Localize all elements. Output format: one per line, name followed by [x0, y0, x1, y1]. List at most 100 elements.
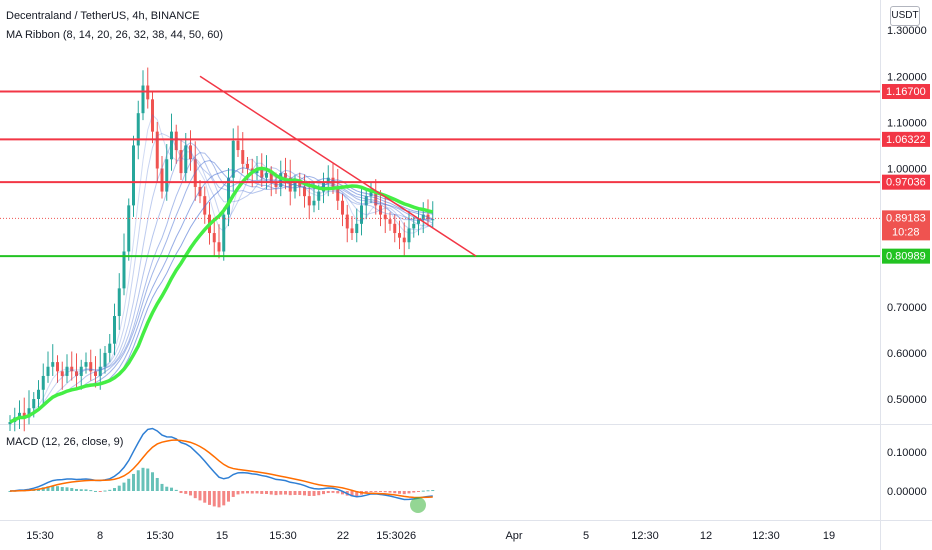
price-level-tag	[882, 210, 930, 241]
macd-bar	[46, 486, 50, 491]
price-level-tag	[882, 174, 930, 190]
macd-bar	[212, 491, 216, 507]
time-tick-label: 22	[337, 530, 349, 542]
signal-line	[9, 439, 433, 499]
currency-unit-button[interactable]: USDT	[890, 6, 920, 26]
macd-bar	[421, 490, 425, 492]
candle-body	[227, 177, 230, 215]
macd-bar	[84, 489, 88, 491]
macd-tick-label: 0.10000	[887, 447, 927, 459]
time-tick-label: 5	[583, 530, 589, 542]
chart-title: Decentraland / TetherUS, 4h, BINANCE	[6, 10, 200, 22]
price-tick-label: 1.10000	[887, 117, 927, 129]
price-level-tag	[882, 131, 930, 147]
candle-body	[79, 366, 83, 376]
candle-body	[236, 140, 240, 151]
candle-body	[98, 366, 102, 376]
macd-bar	[113, 488, 116, 491]
price-tick-label: 1.30000	[887, 25, 927, 37]
macd-bar	[260, 491, 264, 494]
crossover-marker	[410, 497, 426, 513]
macd-bar	[303, 491, 306, 496]
macd-bar	[160, 483, 164, 491]
macd-bar	[222, 491, 226, 506]
candle-body	[103, 352, 107, 367]
candle-body	[407, 228, 411, 243]
candle-body	[398, 233, 401, 238]
candle-body	[132, 145, 135, 206]
ma-ribbon-line	[9, 114, 433, 423]
macd-bar	[398, 491, 401, 494]
candle-body	[108, 343, 112, 353]
macd-bar	[146, 468, 150, 491]
macd-bar	[165, 486, 169, 491]
candle-body	[198, 186, 202, 197]
macd-legend[interactable]: MACD (12, 26, close, 9)	[6, 436, 124, 448]
candle-body	[341, 200, 344, 215]
candle-body	[22, 412, 26, 418]
price-level-label: 0.97036	[886, 177, 926, 189]
time-tick-label: 15:30	[26, 530, 54, 542]
macd-bar	[217, 491, 221, 508]
macd-bar	[317, 491, 321, 496]
candle-body	[307, 196, 311, 206]
macd-bar	[203, 491, 207, 503]
candle-body	[269, 173, 273, 183]
macd-bar	[322, 491, 325, 495]
candle-body	[56, 362, 59, 372]
macd-bar	[288, 491, 292, 496]
macd-bar	[179, 491, 183, 494]
macd-bar	[136, 470, 140, 491]
candle-body	[8, 422, 12, 425]
macd-line	[9, 427, 433, 501]
time-tick-label: 19	[823, 530, 835, 542]
macd-bar	[8, 491, 12, 492]
trend-line	[199, 75, 477, 257]
price-tick-label: 1.20000	[887, 71, 927, 83]
price-level-label: 0.80989	[886, 251, 926, 263]
macd-bar	[103, 490, 107, 492]
macd-bar	[279, 491, 283, 495]
candle-body	[293, 182, 297, 192]
time-tick-label: 12:30	[752, 530, 780, 542]
candle-body	[117, 288, 121, 317]
candle-body	[417, 219, 420, 224]
time-tick-label: 12	[700, 530, 712, 542]
candle-body	[179, 150, 183, 174]
macd-bar	[284, 491, 287, 495]
macd-bar	[241, 491, 245, 494]
macd-bar	[350, 491, 354, 497]
candle-body	[94, 371, 97, 376]
candle-body	[265, 173, 268, 178]
ma-ribbon-slow-line	[9, 166, 434, 424]
macd-bar	[246, 491, 249, 494]
ma-ribbon-legend[interactable]: MA Ribbon (8, 14, 20, 26, 32, 38, 44, 50…	[6, 29, 224, 41]
macd-bar	[122, 482, 126, 491]
ma-ribbon-line	[9, 160, 433, 423]
candle-body	[241, 150, 245, 164]
candle-body	[184, 145, 188, 174]
candle-body	[383, 214, 387, 220]
candle-body	[165, 159, 169, 192]
candle-body	[65, 366, 69, 376]
candles	[8, 67, 435, 432]
candle-body	[174, 131, 178, 151]
macd-bar	[312, 491, 316, 496]
candle-body	[336, 186, 340, 201]
macd-bar	[41, 487, 45, 491]
candle-body	[374, 191, 378, 206]
time-tick-label: 12:30	[631, 530, 659, 542]
candle-body	[379, 205, 382, 215]
price-level-label: 1.06322	[886, 134, 926, 146]
candle-body	[421, 214, 425, 220]
candle-body	[75, 371, 78, 376]
macd-bar	[132, 473, 135, 491]
macd-bar	[70, 488, 74, 491]
macd-bar	[184, 491, 188, 494]
macd-bar	[170, 487, 173, 491]
macd-bar	[108, 489, 112, 491]
macd-bar	[336, 491, 340, 494]
macd-bar	[189, 491, 192, 496]
time-tick-label: 26	[404, 530, 416, 542]
